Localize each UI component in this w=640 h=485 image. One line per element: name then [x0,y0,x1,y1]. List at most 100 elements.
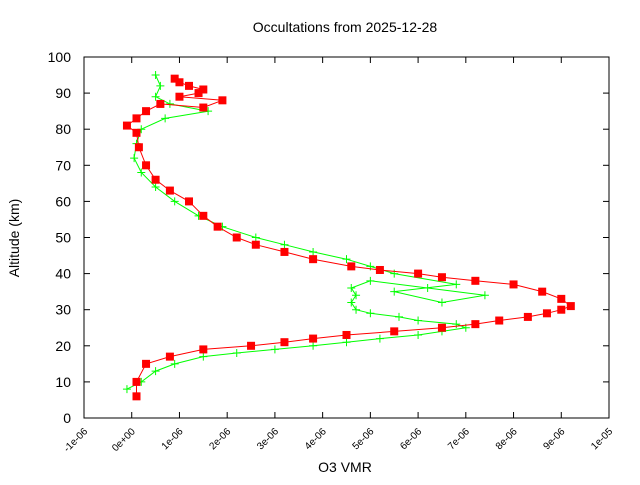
chart-title: Occultations from 2025-12-28 [253,19,438,35]
data-point [151,175,160,184]
data-point [342,255,351,264]
data-point [251,240,260,249]
data-point [122,385,131,394]
data-point [495,316,504,325]
x-tick-label: 1e-05 [589,426,615,452]
data-point [132,128,141,137]
data-point [437,298,446,307]
data-point [480,291,489,300]
data-point [175,78,184,87]
x-tick-label: 6e-06 [398,426,424,452]
data-point [557,294,566,303]
data-point [218,96,227,105]
data-point [309,341,318,350]
data-point [414,269,423,278]
data-point [142,161,151,170]
data-point [366,309,375,318]
x-axis-label: O3 VMR [318,459,372,475]
data-point [557,305,566,314]
data-point [542,309,551,318]
data-point [342,330,351,339]
data-point [342,338,351,347]
data-point [132,377,141,386]
series-0 [122,71,489,394]
data-point [280,240,289,249]
y-axis-label: Altitude (km) [6,199,22,278]
data-point [352,291,361,300]
y-tick-label: 90 [55,85,71,101]
x-tick-label: 4e-06 [303,426,329,452]
x-tick-label: 7e-06 [446,426,472,452]
x-tick-label: 8e-06 [494,426,520,452]
data-point [122,121,131,130]
data-point [137,168,146,177]
y-tick-label: 70 [55,157,71,173]
data-point [165,186,174,195]
data-point [199,345,208,354]
y-tick-label: 40 [55,266,71,282]
plot-frame [83,56,610,419]
data-point [247,341,256,350]
data-point [414,316,423,325]
data-point [395,312,403,321]
data-point [199,85,208,94]
y-tick-label: 10 [55,374,71,390]
y-tick-label: 20 [55,338,71,354]
data-point [452,280,461,289]
data-point [251,233,260,242]
data-point [165,99,174,108]
data-point [471,276,480,285]
data-point [232,233,241,242]
data-point [509,280,518,289]
data-point [309,247,318,256]
x-tick-label: 0e+00 [110,426,138,454]
data-point [566,302,575,311]
data-point [134,143,143,152]
series-1 [122,74,575,401]
data-point [151,92,160,101]
data-point [352,305,361,314]
data-point [375,265,384,274]
data-point [437,273,446,282]
data-point [232,349,241,358]
data-point [175,92,184,101]
data-point [194,89,203,98]
data-point [165,352,174,361]
data-point [142,107,151,116]
data-point [270,345,279,354]
series-line [126,78,572,397]
data-point [471,320,480,329]
data-point [280,338,289,347]
y-tick-label: 60 [55,193,71,209]
data-point [423,284,432,293]
x-tick-label: 1e-06 [160,426,186,452]
x-tick-label: -1e-06 [62,426,91,455]
data-point [170,359,179,368]
y-tick-label: 30 [55,302,71,318]
data-point [185,197,193,206]
data-point [366,276,375,285]
data-point [130,154,139,163]
data-point [161,114,170,123]
y-tick-label: 0 [63,410,71,426]
x-tick-label: 2e-06 [207,426,233,452]
data-point [375,334,384,343]
data-point [199,352,208,361]
data-point [156,99,165,108]
x-tick-label: 5e-06 [351,426,377,452]
data-point [151,367,160,376]
data-point [199,211,208,220]
data-point [213,222,222,231]
data-point [347,262,356,271]
data-point [151,71,160,80]
data-point [390,327,399,336]
data-point [142,359,151,368]
data-point [347,298,356,307]
data-point [170,74,179,83]
data-point [280,247,289,256]
data-point [347,284,356,293]
y-tick-label: 50 [55,230,71,246]
data-point [390,287,399,296]
data-point [151,182,160,191]
